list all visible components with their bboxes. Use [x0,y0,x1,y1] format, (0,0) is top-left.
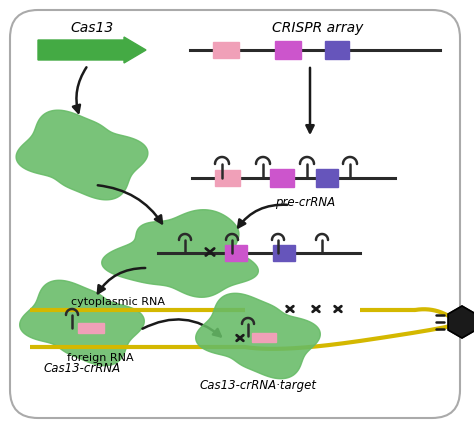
Text: Cas13: Cas13 [70,21,114,35]
Polygon shape [196,293,320,379]
Bar [215,170,240,186]
Polygon shape [16,110,148,200]
Bar [273,245,295,261]
Bar [213,42,239,58]
Bar [316,169,338,187]
Polygon shape [102,210,258,297]
Text: pre-crRNA: pre-crRNA [275,196,335,208]
Bar [275,41,301,59]
Circle shape [315,308,317,310]
Text: CRISPR array: CRISPR array [272,21,364,35]
Polygon shape [448,306,474,338]
Text: Cas13-crRNA: Cas13-crRNA [44,362,120,374]
Circle shape [209,251,211,253]
Polygon shape [20,280,144,366]
Bar [78,323,104,333]
Bar [252,333,276,342]
FancyArrow shape [38,37,146,63]
Text: foreign RNA: foreign RNA [67,353,133,363]
Bar [270,169,294,187]
Circle shape [289,308,291,310]
Bar [225,245,247,261]
Text: cytoplasmic RNA: cytoplasmic RNA [71,297,165,307]
Circle shape [337,308,339,310]
FancyBboxPatch shape [10,10,460,418]
Circle shape [239,337,241,339]
Bar [325,41,349,59]
Text: Cas13-crRNA·target: Cas13-crRNA·target [200,378,317,392]
